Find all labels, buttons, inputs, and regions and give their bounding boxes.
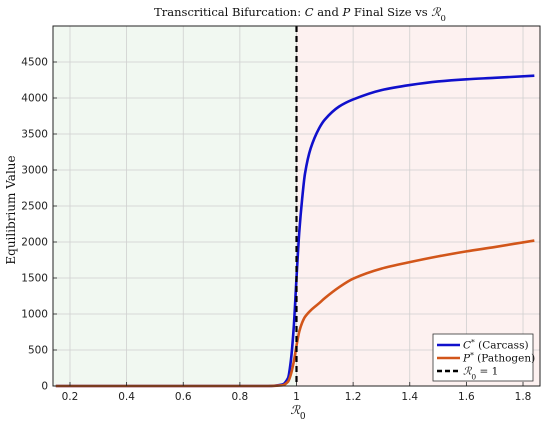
title-text-3: Final Size vs — [350, 5, 431, 19]
legend: C* (Carcass) P* (Pathogen) ℛ0 = 1 — [432, 333, 535, 382]
x-tick-label: 0.4 — [118, 391, 135, 403]
y-tick-label: 3000 — [21, 165, 48, 177]
title-symbol-p: P — [341, 5, 350, 19]
y-axis-label: Equilibrium Value — [4, 155, 18, 264]
y-tick-label: 500 — [28, 345, 48, 357]
x-tick-label: 1.2 — [345, 391, 362, 403]
title-text-2: and — [314, 5, 343, 19]
title-text-1: Transcritical Bifurcation: — [154, 5, 305, 19]
x-tick-label: 1 — [293, 391, 300, 403]
series-line-pathogen — [55, 239, 535, 388]
legend-threshold-symbol: ℛ — [463, 366, 472, 378]
y-tick-label: 1500 — [21, 273, 48, 285]
chart-title: Transcritical Bifurcation: C and P Final… — [154, 5, 446, 24]
x-tick-label: 1.6 — [458, 391, 475, 403]
y-tick-label: 2000 — [21, 237, 48, 249]
legend-label-carcass: C* (Carcass) — [463, 337, 529, 352]
y-tick-label: 4500 — [21, 57, 48, 69]
legend-threshold-text: = 1 — [476, 366, 498, 378]
y-tick-label: 2500 — [21, 201, 48, 213]
legend-threshold-subscript: 0 — [471, 372, 476, 381]
title-subscript: 0 — [440, 14, 445, 24]
x-tick-label: 0.8 — [232, 391, 249, 403]
legend-pathogen-text: (Pathogen) — [474, 353, 535, 365]
legend-pathogen-star: * — [470, 350, 474, 359]
tick-labels: 0.2 0.4 0.6 0.8 1 1.2 1.4 1.6 1.8 0 500 1000 1500 200… — [21, 57, 531, 404]
legend-pathogen-symbol: P — [462, 353, 471, 365]
x-axis-label: ℛ0 — [290, 403, 306, 422]
legend-label-pathogen: P* (Pathogen) — [462, 350, 535, 365]
title-symbol-c: C — [305, 5, 314, 19]
y-tick-label: 0 — [41, 381, 48, 393]
title-symbol-r: ℛ — [431, 5, 441, 19]
series-lines — [55, 74, 535, 388]
x-tick-label: 0.6 — [175, 391, 192, 403]
x-axis-label-subscript: 0 — [300, 412, 306, 422]
y-tick-label: 1000 — [21, 309, 48, 321]
x-tick-label: 0.2 — [62, 391, 79, 403]
legend-carcass-symbol: C — [463, 340, 471, 352]
y-tick-label: 4000 — [21, 93, 48, 105]
legend-label-threshold: ℛ0 = 1 — [463, 366, 498, 382]
x-tick-label: 1.4 — [401, 391, 418, 403]
x-axis-label-symbol: ℛ — [290, 403, 301, 417]
x-tick-label: 1.8 — [515, 391, 532, 403]
legend-carcass-text: (Carcass) — [475, 340, 529, 352]
y-tick-label: 3500 — [21, 129, 48, 141]
legend-carcass-star: * — [471, 337, 475, 346]
